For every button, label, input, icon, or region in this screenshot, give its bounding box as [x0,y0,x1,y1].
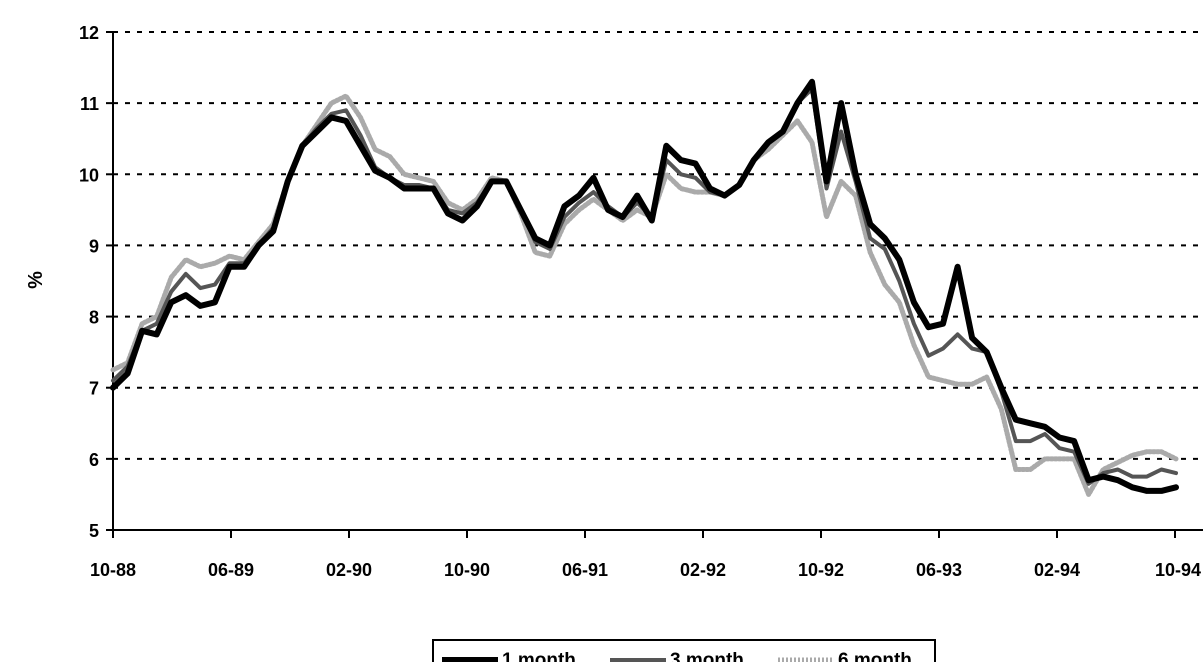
tick-labels: 5 6 7 8 9 10 11 12 10-88 06-89 02-90 10-90 06-91 02-9… [79,23,1201,580]
x-tick-label-10-88: 10-88 [90,560,136,580]
y-tick-label-11: 11 [80,94,99,114]
x-tick-label-02-94: 02-94 [1034,560,1080,580]
legend-box [432,639,936,662]
y-tick-label-10: 10 [79,165,99,185]
axes [106,31,1203,538]
y-tick-label-8: 8 [89,308,99,328]
x-tick-label-06-93: 06-93 [916,560,962,580]
x-tick-label-06-91: 06-91 [562,560,608,580]
series-line-6-month [110,93,1179,497]
legend-label-1-month: 1 month [502,650,576,662]
x-tick-label-10-90: 10-90 [444,560,490,580]
y-tick-label-6: 6 [89,450,99,470]
x-tick-label-02-90: 02-90 [326,560,372,580]
series-lines [110,78,1179,497]
y-tick-label-7: 7 [89,379,99,399]
legend-label-3-month: 3 month [670,650,744,662]
legend-label-6-month: 6 month [838,650,912,662]
y-tick-label-9: 9 [89,236,99,256]
x-tick-label-10-94: 10-94 [1155,560,1201,580]
y-axis-label: % [25,271,47,289]
series-line-3-month [111,86,1178,486]
grid-lines [113,31,1203,460]
legend: 1 month 3 month 6 month [432,639,936,662]
x-tick-label-02-92: 02-92 [680,560,726,580]
series-line-1-month [110,78,1179,494]
y-tick-label-5: 5 [89,521,99,541]
y-tick-label-12: 12 [79,23,99,43]
x-tick-label-10-92: 10-92 [798,560,844,580]
x-tick-label-06-89: 06-89 [208,560,254,580]
